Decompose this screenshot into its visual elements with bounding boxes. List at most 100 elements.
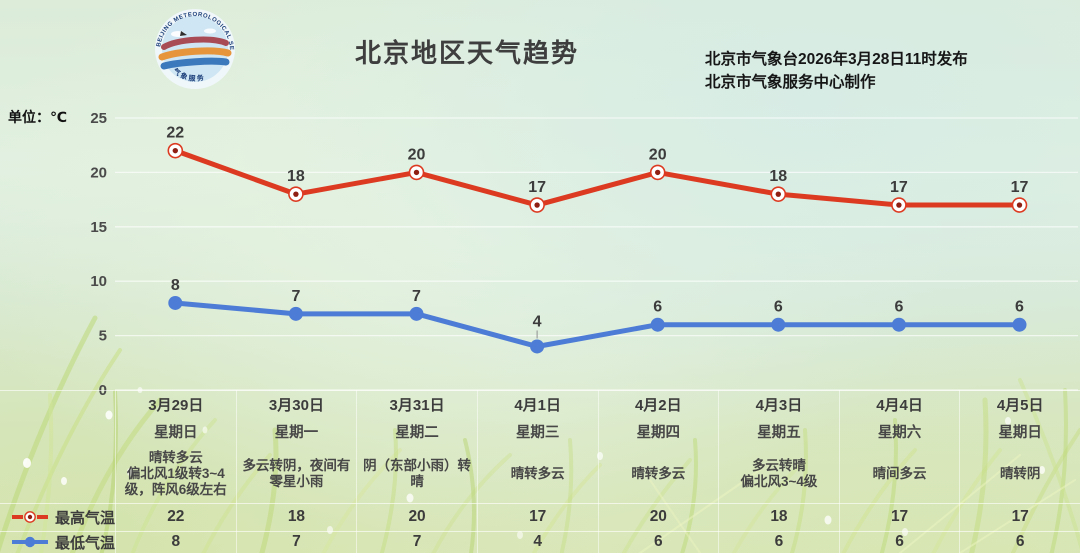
data-label: 6	[894, 299, 903, 316]
date-cell: 4月4日	[876, 396, 923, 414]
weekday-cell: 星期三	[515, 424, 560, 441]
date-cell: 4月2日	[634, 396, 682, 414]
low-temp-marker	[288, 306, 303, 321]
y-axis-tick: 25	[90, 110, 107, 127]
day-column: 3月30日星期一多云转阴，夜间有零星小雨 18 7	[235, 390, 357, 553]
high-value-cell: 17	[529, 508, 547, 525]
data-label: 18	[769, 168, 787, 185]
high-temp-marker-core	[775, 191, 781, 197]
low-value-cell: 8	[171, 533, 181, 550]
high-temp-marker-core	[413, 169, 420, 176]
issuer-info: 北京市气象台2026年3月28日11时发布 北京市气象服务中心制作	[705, 48, 968, 94]
date-cell: 3月30日	[268, 396, 324, 414]
weather-cell: 阴（东部小雨）转晴	[363, 457, 472, 489]
unit-label: 单位：℃	[8, 109, 67, 125]
day-column: 4月3日 星期五 多云转晴 偏北风3~4级 18 6	[718, 390, 839, 553]
date-cell: 4月1日	[514, 396, 562, 414]
day-column: 3月31日星期二阴（东部小雨）转晴 20 7	[356, 390, 477, 553]
data-label: 6	[1015, 299, 1024, 316]
low-temp-marker	[771, 317, 786, 332]
y-axis-tick: 5	[99, 328, 107, 345]
y-axis-tick: 15	[90, 219, 107, 236]
legend-low-label: 最低气温	[55, 534, 116, 552]
meteorological-service-logo-icon: BEIJING METEOROLOGICAL SERVICE 气象服务	[148, 5, 235, 89]
weekday-cell: 星期四	[636, 424, 681, 441]
data-label: 8	[171, 277, 180, 294]
high-value-cell: 18	[770, 508, 788, 525]
date-cell: 4月5日	[996, 396, 1044, 414]
high-value-cell: 22	[167, 508, 185, 525]
data-label: 7	[291, 288, 300, 305]
high-temp-marker-core	[534, 202, 540, 208]
date-cell: 3月29日	[148, 396, 204, 414]
data-label: 6	[653, 299, 662, 316]
issued-line: 北京市气象台2026年3月28日11时发布	[705, 51, 968, 68]
high-value-cell: 20	[649, 508, 667, 525]
legend-row-low: 最低气温	[0, 531, 115, 553]
high-temp-marker-core	[655, 169, 661, 176]
data-label: 22	[166, 125, 184, 142]
data-label: 7	[412, 288, 421, 305]
high-temp-marker-core	[172, 147, 178, 154]
legend-high-label: 最高气温	[55, 509, 116, 527]
table-border	[0, 390, 1080, 391]
weather-cell: 多云转阴，夜间有零星小雨	[242, 457, 351, 489]
high-temp-line-icon	[12, 511, 48, 523]
weekday-cell: 星期六	[877, 424, 922, 441]
low-value-cell: 7	[292, 533, 301, 550]
data-label: 4	[533, 313, 542, 330]
date-cell: 4月3日	[755, 396, 803, 414]
low-temp-marker	[530, 339, 545, 354]
low-temp-marker	[409, 306, 424, 321]
low-value-cell: 4	[533, 533, 542, 550]
day-column: 4月2日星期四晴转多云 20 6	[597, 390, 719, 553]
low-temp-marker	[650, 317, 665, 332]
weather-cell: 晴转多云 偏北风1级转3~4级，阵风6级左右	[124, 449, 227, 497]
low-value-cell: 7	[412, 533, 422, 550]
date-cell: 3月31日	[389, 396, 445, 414]
legend-row-high: 最高气温	[0, 503, 115, 531]
low-temp-marker	[891, 317, 906, 332]
high-value-cell: 17	[1011, 508, 1029, 525]
weather-cell: 多云转晴 偏北风3~4级	[740, 457, 818, 489]
weather-cell: 晴转多云	[631, 465, 686, 481]
最低气温-line	[172, 300, 1022, 349]
page-title: 北京地区天气趋势	[355, 38, 580, 68]
weather-cell: 晴转多云	[510, 465, 565, 481]
flower-dots	[23, 387, 1045, 539]
data-label: 17	[890, 179, 908, 196]
day-column: 3月29日星期日晴转多云 偏北风1级转3~4级，阵风6级左右 22 8	[115, 390, 236, 553]
day-column: 4月1日星期三晴转多云 17 4	[476, 390, 598, 553]
high-value-cell: 20	[408, 508, 426, 525]
day-column: 4月5日星期日晴转阴 17 6	[959, 390, 1080, 553]
weekday-cell: 星期日	[154, 424, 198, 441]
low-temp-marker	[168, 295, 183, 310]
high-temp-marker-core	[1016, 202, 1023, 208]
weekday-cell: 星期一	[274, 424, 319, 441]
y-axis-tick: 20	[90, 164, 107, 181]
low-temp-marker	[1012, 317, 1027, 332]
data-label: 17	[528, 179, 546, 196]
producer-line: 北京市气象服务中心制作	[705, 74, 876, 91]
high-value-cell: 17	[890, 508, 909, 525]
weekday-cell: 星期五	[757, 424, 801, 441]
weather-cell: 晴间多云	[872, 465, 927, 481]
high-temp-marker-core	[293, 191, 299, 197]
y-axis-tick: 10	[90, 273, 107, 290]
high-value-cell: 18	[287, 508, 306, 525]
最高气温-line	[172, 148, 1022, 208]
weekday-cell: 星期日	[998, 424, 1042, 441]
data-label: 6	[774, 299, 783, 316]
low-value-cell: 6	[654, 533, 663, 550]
low-value-cell: 6	[1015, 533, 1025, 550]
weekday-cell: 星期二	[395, 424, 439, 441]
data-label: 17	[1011, 179, 1029, 196]
weather-cell: 晴转阴	[999, 465, 1041, 481]
day-columns: 3月29日星期日晴转多云 偏北风1级转3~4级，阵风6级左右 22 8 3月30日星期一…	[115, 390, 1080, 553]
data-label: 20	[649, 146, 667, 163]
day-column: 4月4日 星期六 晴间多云 17 6	[838, 390, 960, 553]
forecast-table: 3月29日星期日晴转多云 偏北风1级转3~4级，阵风6级左右 22 8 3月30日星期一…	[0, 390, 1080, 553]
series-legend: 最高气温 最低气温	[0, 503, 115, 553]
